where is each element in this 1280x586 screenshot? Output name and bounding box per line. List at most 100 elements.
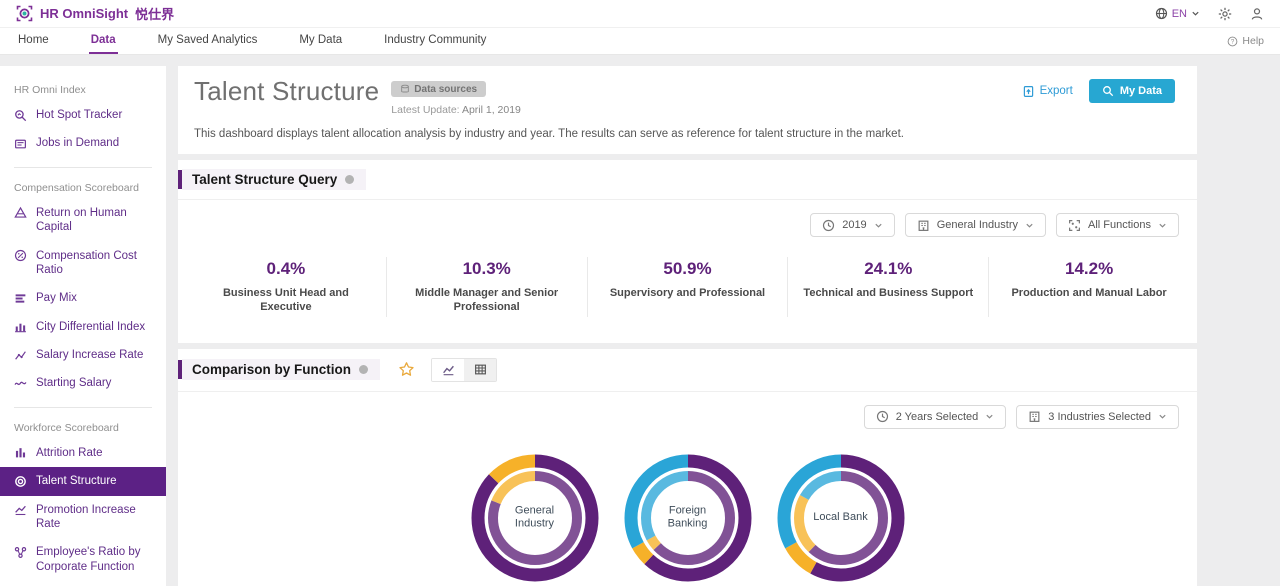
sidebar-item-salary-increase-rate[interactable]: Salary Increase Rate [0,341,166,369]
sidebar-item-compensation-cost-ratio[interactable]: Compensation Cost Ratio [0,242,166,285]
stat-value: 0.4% [266,259,306,278]
tab-industry-community[interactable]: Industry Community [384,34,487,46]
sidebar-item-label: Pay Mix [36,292,77,305]
filter-label: All Functions [1088,219,1151,231]
sidebar-item-label: Promotion Increase Rate [36,503,136,530]
export-button[interactable]: Export [1022,85,1073,98]
gear-icon[interactable] [1218,7,1232,21]
help-icon: ? [1227,36,1238,47]
stat-technical-and-business-support: 24.1% Technical and Business Support [787,257,988,317]
stat-label: Business Unit Head and Executive [222,287,349,314]
my-data-search-icon [1102,85,1114,97]
table-view-toggle[interactable] [464,358,497,381]
sidebar-item-label: Return on Human Capital [36,206,127,234]
page-title: Talent Structure [194,76,380,106]
filter-label: General Industry [936,219,1019,231]
my-data-button-top[interactable]: My Data [1088,79,1175,103]
stat-production-and-manual-labor: 14.2% Production and Manual Labor [988,257,1189,317]
chevron-down-icon [985,412,994,421]
sidebar-item-label: City Differential Index [36,320,146,333]
sidebar-item-talent-structure[interactable]: Talent Structure [0,467,166,496]
comparison-filter-3-industries-selected[interactable]: 3 Industries Selected [1016,404,1179,429]
query-filter-all-functions[interactable]: All Functions [1056,213,1179,237]
data-sources-badge[interactable]: Data sources [391,81,487,97]
export-icon [1022,85,1035,98]
sidebar-divider [14,166,152,168]
clock-icon [822,219,835,232]
stat-label: Middle Manager and Senior Professional [415,287,559,314]
chevron-down-icon [874,221,883,230]
section-accent-bar [178,360,182,380]
sidebar-item-label: Jobs in Demand [36,137,120,150]
magnifier-chart-icon [14,109,27,122]
page-description: This dashboard displays talent allocatio… [194,128,904,140]
sidebar-section-workforce-scoreboard: Workforce Scoreboard [14,421,119,434]
sidebar-item-return-on-human-capital[interactable]: Return on Human Capital [0,199,166,242]
org-nodes-icon [14,546,27,559]
sidebar-item-promotion-increase-rate[interactable]: Promotion Increase Rate [0,496,166,539]
filter-label: 2 Years Selected [895,410,979,423]
globe-icon [1155,7,1168,20]
favorite-star-icon[interactable] [398,361,415,378]
brand-name: HR OmniSight [40,6,129,21]
language-selector[interactable]: EN [1155,7,1200,20]
export-label: Export [1039,85,1073,97]
donut-chart-general-industry: General Industry [470,453,600,583]
sidebar-section-compensation-scoreboard: Compensation Scoreboard [14,181,139,194]
sidebar-item-label: Hot Spot Tracker [36,109,123,121]
query-filter-general-industry[interactable]: General Industry [904,213,1047,237]
stat-label: Production and Manual Labor [1011,287,1167,299]
sidebar-item-pay-mix[interactable]: Pay Mix [0,284,166,312]
my-data-label: My Data [1119,85,1162,97]
top-bar: HR OmniSight 悦仕界 EN [0,0,1280,28]
tab-my-data[interactable]: My Data [299,34,343,46]
tab-data[interactable]: Data [88,28,118,54]
attrition-bars-icon [14,446,27,459]
wave-icon [14,377,27,390]
filter-label: 2019 [842,219,867,231]
sidebar-item-label: Compensation Cost Ratio [36,249,137,276]
sidebar-item-label: Salary Increase Rate [36,349,144,361]
sidebar-item-hot-spot-tracker[interactable]: Hot Spot Tracker [0,101,166,129]
stat-value: 24.1% [864,259,913,278]
industry-icon [917,219,930,232]
sidebar-item-jobs-in-demand[interactable]: Jobs in Demand [0,129,166,157]
sidebar-item-attrition-rate[interactable]: Attrition Rate [0,439,166,467]
sidebar-item-label: Employee's Ratio by Corporate Function [36,546,141,573]
clock-icon [876,410,889,423]
sidebar-item-starting-salary[interactable]: Starting Salary [0,369,166,397]
sidebar-item-label: Talent Structure [36,475,117,488]
sidebar-item-label: Starting Salary [36,377,112,390]
chart-view-toggle[interactable] [432,358,465,381]
pay-mix-icon [14,292,27,305]
ratio-icon [14,249,27,262]
view-toggle [431,357,498,382]
query-filter-2019[interactable]: 2019 [810,213,895,237]
help-link[interactable]: ? Help [1227,28,1264,54]
stat-business-unit-head-and-executive: 0.4% Business Unit Head and Executive [186,257,386,317]
scatter-icon [14,349,27,362]
talent-structure-query-panel: Talent Structure Query 2019 General Indus… [178,160,1197,343]
database-icon [400,84,410,94]
stat-label: Supervisory and Professional [609,287,766,299]
info-icon[interactable] [345,175,355,184]
comparison-by-function-panel: Comparison by Function [178,348,1197,586]
chevron-down-icon [1158,412,1167,421]
comparison-filter-2-years-selected[interactable]: 2 Years Selected [863,404,1007,429]
stat-value: 14.2% [1064,259,1114,278]
tab-my-saved-analytics[interactable]: My Saved Analytics [157,34,258,46]
table-icon [474,363,487,376]
stat-supervisory-and-professional: 50.9% Supervisory and Professional [586,257,788,317]
tab-home[interactable]: Home [18,34,49,46]
brand-name-chinese: 悦仕界 [135,7,175,22]
sidebar-item-label: Attrition Rate [36,446,103,459]
info-icon[interactable] [359,365,369,375]
jobs-icon [14,137,27,150]
sidebar-item-employee-s-ratio-by-corporate-function[interactable]: Employee's Ratio by Corporate Function [0,538,166,581]
pyramid-icon [14,206,27,219]
chevron-down-icon [1025,221,1034,230]
brand: HR OmniSight 悦仕界 [16,4,174,23]
sidebar-item-city-differential-index[interactable]: City Differential Index [0,313,166,341]
donut-icon [14,475,27,488]
user-icon[interactable] [1250,7,1264,21]
